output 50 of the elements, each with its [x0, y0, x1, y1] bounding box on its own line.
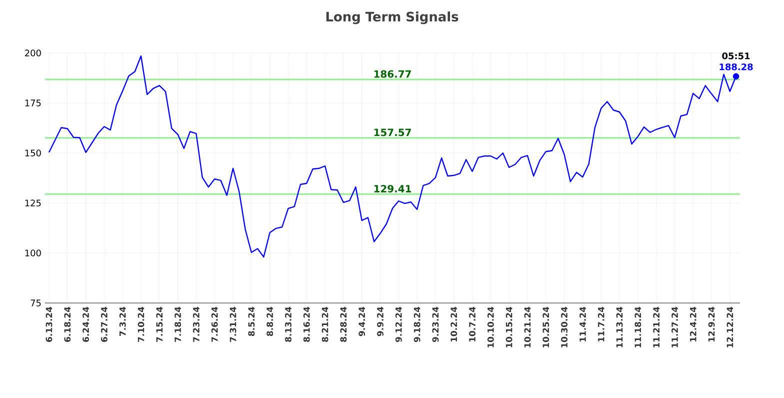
y-tick-label: 200	[25, 50, 41, 56]
x-tick-label: 9.12.24	[395, 306, 402, 342]
x-tick-label: 12.12.24	[726, 306, 734, 348]
x-tick-label: 10.15.24	[506, 306, 512, 348]
x-tick-label: 8.5.24	[248, 306, 255, 336]
x-tick-label: 11.21.24	[653, 306, 660, 348]
x-tick-label: 8.21.24	[322, 306, 328, 342]
x-tick-label: 8.16.24	[303, 306, 310, 342]
ref-line-label: 129.41	[374, 184, 412, 192]
y-tick-label: 125	[25, 200, 41, 206]
x-tick-label: 6.13.24	[46, 306, 52, 342]
y-tick-label: 175	[25, 100, 41, 106]
x-tick-label: 9.23.24	[432, 306, 439, 342]
x-tick-label: 9.4.24	[358, 306, 366, 336]
x-tick-label: 10.10.24	[487, 306, 494, 348]
x-tick-label: 11.13.24	[616, 306, 623, 348]
x-tick-label: 10.7.24	[469, 306, 476, 342]
x-tick-label: 7.18.24	[174, 306, 182, 342]
x-tick-label: 7.15.24	[156, 306, 163, 342]
x-tick-label: 6.24.24	[82, 306, 89, 342]
chart-title: Long Term Signals	[326, 12, 458, 24]
x-tick-label: 10.25.24	[542, 306, 550, 348]
x-tick-label: 7.23.24	[193, 306, 200, 342]
x-tick-label: 6.18.24	[64, 306, 71, 342]
x-tick-label: 8.8.24	[266, 306, 274, 336]
x-tick-label: 11.4.24	[580, 306, 586, 342]
x-tick-label: 7.3.24	[119, 306, 126, 336]
x-tick-label: 11.18.24	[634, 306, 642, 348]
x-tick-label: 7.26.24	[211, 306, 218, 342]
x-tick-label: 12.9.24	[708, 306, 715, 342]
x-tick-label: 11.7.24	[598, 306, 604, 342]
x-tick-label: 12.4.24	[690, 306, 696, 342]
x-tick-label: 6.27.24	[101, 306, 108, 342]
x-tick-label: 8.13.24	[285, 306, 292, 342]
x-tick-label: 7.31.24	[230, 306, 236, 342]
ref-line-label: 186.77	[374, 70, 411, 78]
x-tick-label: 7.10.24	[138, 306, 144, 342]
x-tick-label: 8.28.24	[340, 306, 347, 342]
x-tick-label: 10.2.24	[450, 306, 458, 342]
x-tick-label: 11.27.24	[672, 306, 678, 348]
annotation: 05:51	[722, 52, 750, 60]
y-tick-label: 100	[25, 250, 41, 256]
x-tick-label: 10.30.24	[561, 306, 568, 348]
x-tick-label: 10.21.24	[524, 306, 531, 348]
ref-line-label: 157.57	[374, 128, 411, 136]
annotation: 188.28	[720, 63, 753, 70]
x-tick-label: 9.9.24	[377, 306, 384, 336]
y-tick-label: 150	[25, 150, 41, 156]
x-tick-label: 9.18.24	[414, 306, 420, 342]
y-tick-label: 75	[30, 300, 41, 306]
